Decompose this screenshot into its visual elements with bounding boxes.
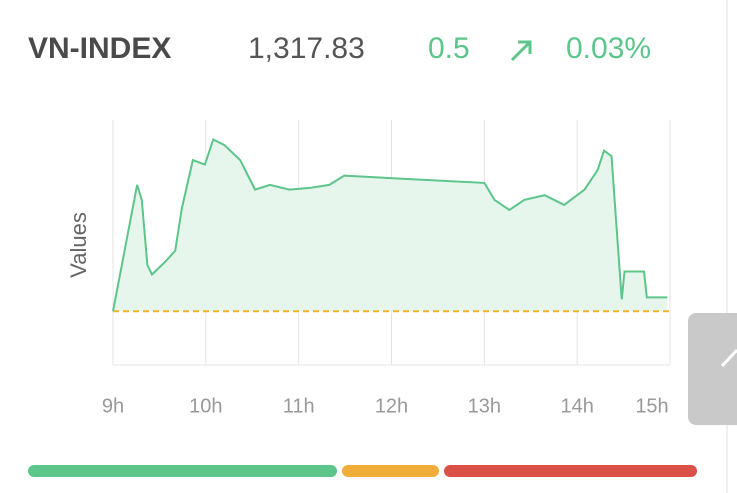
- scroll-top-button[interactable]: [688, 313, 737, 425]
- index-price: 1,317.83: [248, 32, 365, 65]
- button-bg[interactable]: [688, 313, 737, 425]
- index-change: 0.5: [428, 32, 470, 65]
- x-tick-label: 14h: [560, 395, 593, 417]
- index-percent: 0.03%: [566, 32, 651, 65]
- breadth-bar: [444, 465, 697, 477]
- up-arrow: [510, 40, 532, 62]
- area: [113, 139, 668, 312]
- button-icon: [720, 348, 737, 368]
- x-tick-label: 15h: [635, 395, 668, 417]
- breadth-bar: [28, 465, 337, 477]
- index-name: VN-INDEX: [28, 32, 171, 65]
- breadth-bar: [342, 465, 439, 477]
- x-tick-label: 13h: [468, 395, 501, 417]
- x-tick-label: 12h: [375, 395, 408, 417]
- x-tick-label: 9h: [102, 395, 124, 417]
- x-tick-label: 10h: [189, 395, 222, 417]
- x-tick-label: 11h: [283, 395, 315, 417]
- y-axis-label: Values: [66, 212, 91, 278]
- price-line: [112, 138, 668, 312]
